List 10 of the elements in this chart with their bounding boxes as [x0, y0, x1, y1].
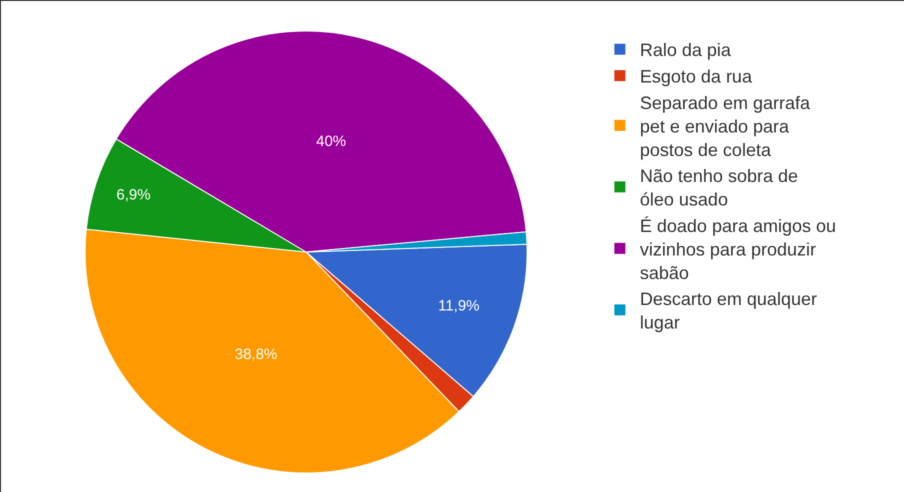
legend-label: Não tenho sobra de óleo usado [640, 166, 798, 210]
legend-label: Separado em garrafa pet e enviado para postos de coleta [640, 93, 811, 160]
data-label: 11,9% [438, 297, 480, 314]
data-label: 40% [316, 133, 346, 150]
legend-label: Ralo da pia [640, 40, 732, 60]
data-label: 38,8% [234, 346, 278, 363]
legend-label: É doado para amigos ou vizinhos para produzir sabão [640, 216, 836, 283]
legend-label: Esgoto da rua [640, 66, 753, 87]
legend-label: Descarto em qualquer lugar [640, 289, 817, 333]
data-label: 6,9% [116, 186, 151, 204]
